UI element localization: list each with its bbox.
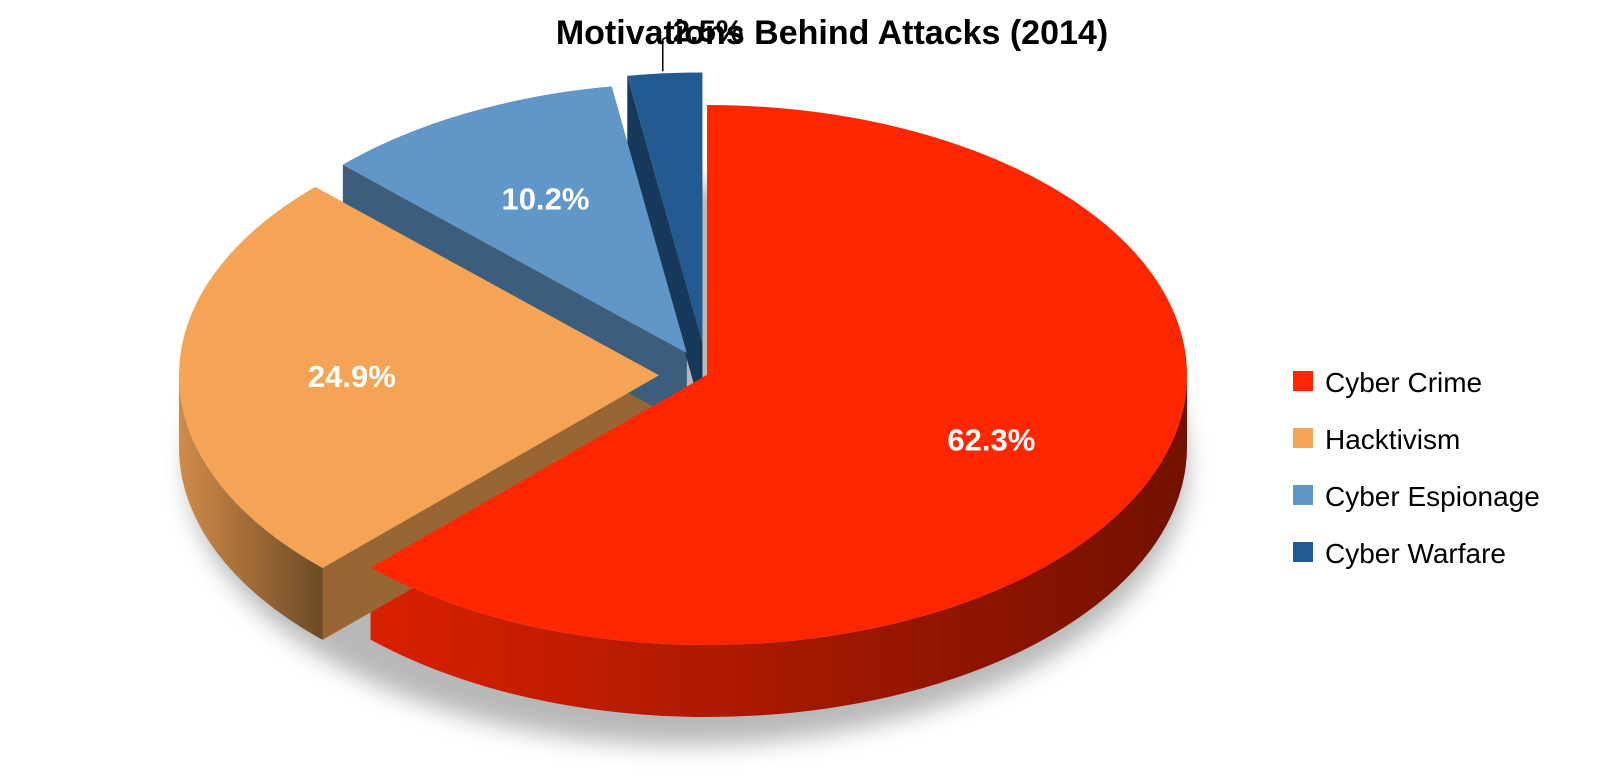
legend-swatch-cyber-crime bbox=[1293, 371, 1313, 391]
legend-label-cyber-espionage: Cyber Espionage bbox=[1325, 481, 1540, 512]
legend-label-hacktivism: Hacktivism bbox=[1325, 424, 1460, 455]
data-label-cyber-crime: 62.3% bbox=[947, 422, 1035, 457]
legend-label-cyber-crime: Cyber Crime bbox=[1325, 367, 1482, 398]
slice-wall-cyber-warfare bbox=[627, 75, 703, 415]
legend-swatch-cyber-espionage bbox=[1293, 485, 1313, 505]
slice-hacktivism bbox=[179, 186, 660, 568]
legend-swatch-hacktivism bbox=[1293, 428, 1313, 448]
slice-cyber-crime bbox=[370, 105, 1188, 645]
slice-cyber-warfare bbox=[627, 72, 703, 343]
data-labels: 62.3% 24.9% 10.2% 2.5% bbox=[308, 13, 1035, 457]
legend-label-cyber-warfare: Cyber Warfare bbox=[1325, 538, 1506, 569]
leader-line-cyber-warfare bbox=[661, 36, 668, 72]
data-label-cyber-warfare: 2.5% bbox=[673, 13, 744, 48]
data-label-hacktivism: 24.9% bbox=[308, 359, 396, 394]
pie-tops bbox=[179, 72, 1188, 645]
slice-cyber-espionage bbox=[342, 86, 687, 354]
slice-side-hacktivism bbox=[179, 375, 323, 640]
chart-title: Motivations Behind Attacks (2014) bbox=[556, 14, 1108, 52]
legend: Cyber Crime Hacktivism Cyber Espionage Cybe… bbox=[1293, 367, 1540, 569]
data-label-cyber-espionage: 10.2% bbox=[501, 182, 589, 217]
legend-swatch-cyber-warfare bbox=[1293, 542, 1313, 562]
slice-side-cyber-crime bbox=[370, 375, 1188, 717]
